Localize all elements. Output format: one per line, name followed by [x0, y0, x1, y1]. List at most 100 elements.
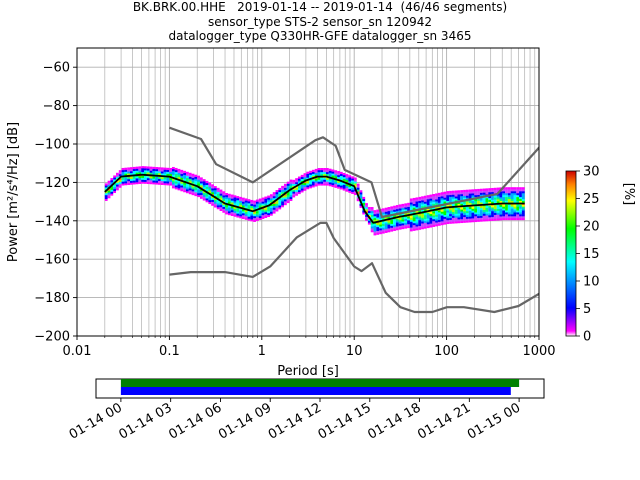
heatmap-cell: [507, 194, 511, 198]
heatmap-cell: [325, 171, 329, 175]
heatmap-cell: [376, 213, 380, 216]
heatmap-cell: [334, 172, 338, 175]
heatmap-cell: [457, 194, 461, 197]
heatmap-cell: [507, 200, 511, 203]
heatmap-cell: [281, 185, 284, 189]
heatmap-cell: [521, 208, 525, 211]
heatmap-cell: [398, 223, 402, 226]
heatmap-cell: [149, 170, 153, 173]
heatmap-cell: [460, 215, 464, 218]
heatmap-cell: [505, 196, 508, 200]
heatmap-cell: [479, 211, 483, 215]
heatmap-cell: [247, 203, 251, 206]
heatmap-cell: [435, 206, 438, 210]
heatmap-cell: [286, 200, 290, 204]
heatmap-cell: [513, 204, 517, 207]
heatmap-cell: [325, 173, 329, 176]
heatmap-cell: [194, 178, 198, 181]
heatmap-cell: [320, 183, 324, 186]
heatmap-cell: [502, 210, 506, 213]
heatmap-cell: [376, 222, 380, 226]
heatmap-cell: [460, 190, 464, 193]
heatmap-cell: [135, 168, 139, 171]
heatmap-cell: [415, 201, 419, 204]
heatmap-cell: [471, 212, 475, 215]
heatmap-cell: [488, 213, 492, 216]
heatmap-cell: [275, 199, 279, 202]
heatmap-cell: [314, 180, 318, 183]
heatmap-cell: [451, 211, 455, 215]
heatmap-cell: [127, 169, 131, 172]
x-axis-label: Period [s]: [277, 364, 339, 379]
heatmap-cell: [423, 195, 427, 198]
heatmap-cell: [208, 184, 212, 187]
heatmap-cell: [127, 173, 131, 176]
heatmap-cell: [163, 181, 167, 184]
heatmap-cell: [208, 196, 212, 199]
heatmap-cell: [278, 199, 282, 202]
heatmap-cell: [449, 217, 452, 220]
heatmap-cell: [407, 216, 410, 219]
heatmap-cell: [194, 182, 198, 185]
heatmap-cell: [379, 231, 382, 235]
heatmap-cell: [499, 214, 503, 217]
heatmap-cell: [387, 216, 391, 219]
heatmap-cell: [300, 176, 304, 180]
timeline-tick-label: 01-14 00: [67, 400, 125, 442]
heatmap-cell: [351, 176, 354, 179]
heatmap-cell: [328, 174, 332, 177]
heatmap-cell: [124, 181, 128, 184]
heatmap-cell: [482, 200, 486, 203]
heatmap-cell: [404, 209, 408, 212]
heatmap-cell: [222, 202, 226, 206]
heatmap-cell: [157, 167, 161, 170]
heatmap-cell: [169, 173, 172, 176]
heatmap-cell: [376, 228, 380, 231]
heatmap-cell: [297, 178, 301, 181]
heatmap-cell: [292, 189, 296, 192]
heatmap-cell: [463, 195, 466, 198]
heatmap-cell: [384, 230, 388, 233]
heatmap-cell: [174, 179, 178, 182]
heatmap-cell: [429, 225, 433, 228]
heatmap-cell: [191, 192, 195, 196]
heatmap-cell: [121, 169, 125, 173]
heatmap-cell: [479, 206, 483, 209]
heatmap-cell: [482, 205, 486, 209]
heatmap-cell: [253, 217, 256, 221]
heatmap-cell: [468, 212, 472, 215]
heatmap-cell: [421, 209, 424, 212]
heatmap-cell: [435, 199, 438, 202]
heatmap-cell: [339, 181, 343, 184]
heatmap-cell: [373, 229, 377, 232]
heatmap-cell: [303, 177, 307, 180]
heatmap-cell: [454, 207, 458, 210]
y-tick-label: −80: [43, 99, 70, 114]
heatmap-cell: [174, 183, 178, 186]
heatmap-cell: [477, 192, 480, 195]
x-tick-label: 1000: [522, 344, 555, 359]
heatmap-cell: [104, 196, 108, 200]
heatmap-cell: [426, 200, 430, 204]
heatmap-cell: [429, 196, 433, 199]
heatmap-cell: [460, 213, 464, 216]
heatmap-cell: [334, 170, 338, 173]
heatmap-cell: [275, 195, 279, 199]
heatmap-cell: [130, 182, 133, 185]
heatmap-cell: [367, 208, 371, 212]
heatmap-cell: [415, 228, 419, 231]
heatmap-cell: [188, 174, 192, 177]
heatmap-cell: [191, 191, 195, 194]
heatmap-cell: [390, 223, 394, 226]
heatmap-cell: [205, 200, 209, 203]
title-line-2: sensor_type STS-2 sensor_sn 120942: [208, 15, 432, 29]
heatmap-cell: [348, 179, 352, 182]
heatmap-cell: [292, 195, 296, 198]
heatmap-cell: [225, 204, 228, 207]
heatmap-cell: [454, 209, 458, 212]
heatmap-cell: [519, 208, 522, 211]
heatmap-cell: [502, 208, 506, 211]
heatmap-cell: [113, 186, 117, 190]
heatmap-cell: [135, 182, 139, 185]
heatmap-cell: [219, 193, 223, 196]
